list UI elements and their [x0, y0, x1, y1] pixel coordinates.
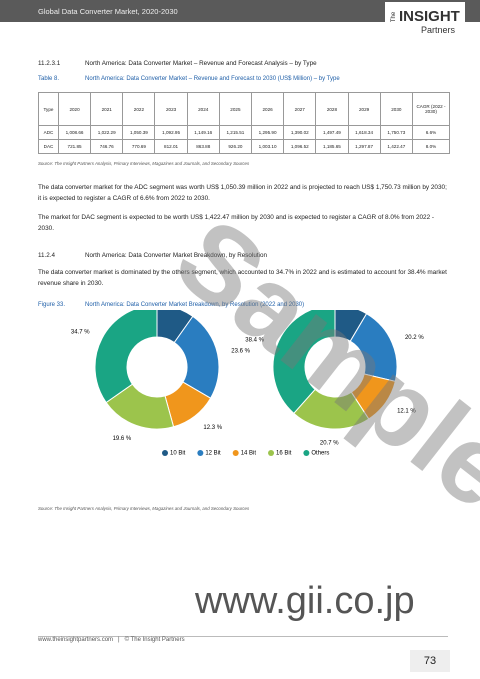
table-cell: 1,618.34	[347, 125, 381, 140]
table-cell: 1,008.66	[57, 125, 92, 140]
donut-slice	[272, 310, 336, 415]
table-cell: 863.88	[186, 139, 220, 154]
header-title: Global Data Converter Market, 2020-2030	[38, 7, 178, 16]
table-cell: 1,497.49	[315, 125, 349, 140]
table-source: Source: The Insight Partners Analysis, P…	[38, 161, 250, 166]
legend-swatch	[268, 450, 275, 456]
header-cell: 2024	[186, 92, 220, 126]
header-row: Type 2020 2021 2022 2023 2024 2025 2026 2027 2028…	[38, 92, 450, 126]
figure: 9.8 %23.6 %12.3 %19.6 %34.7 %8.5 %20.2 %…	[71, 310, 424, 457]
table-cell: 1,149.16	[186, 125, 220, 140]
header-cell: 2026	[250, 92, 285, 126]
header-cell: Type	[38, 92, 59, 126]
slice-label: 20.7 %	[320, 440, 339, 446]
paragraph: The data converter market is dominated b…	[38, 269, 447, 287]
header-cell: 2021	[90, 92, 124, 126]
table-cell: 1,215.51	[218, 125, 253, 140]
header-cell: 2030	[379, 92, 414, 126]
legend-swatch	[232, 450, 239, 456]
footer-text: www.theinsightpartners.com | © The Insig…	[38, 637, 185, 643]
section-number: 11.2.4	[38, 252, 56, 259]
table-cell: 1,092.95	[154, 125, 188, 140]
slice-label: 19.6 %	[113, 436, 132, 442]
table-caption: North America: Data Converter Market – R…	[85, 76, 340, 82]
donut-slice	[94, 310, 158, 404]
table-cell: 1,050.39	[122, 125, 156, 140]
data-table: Type 2020 2021 2022 2023 2024 2025 2026 2027 2028…	[38, 92, 450, 154]
table-cell: 1,390.02	[283, 125, 317, 140]
legend-label: 16 Bit	[276, 451, 292, 457]
header-cell: 2022	[122, 92, 156, 126]
table-cell: 1,096.52	[283, 139, 317, 154]
table-cell: 1,022.29	[90, 125, 124, 140]
section-title: North America: Data Converter Market Bre…	[85, 252, 267, 259]
header-cell: 2027	[283, 92, 317, 126]
legend-swatch	[197, 450, 204, 456]
table-cell: 926.20	[218, 139, 253, 154]
watermark-site: www.gii.co.jp	[195, 580, 415, 622]
slice-label: 12.3 %	[203, 425, 222, 431]
slice-label: 20.2 %	[405, 335, 424, 341]
legend-label: 12 Bit	[205, 451, 221, 457]
table-cell: ADC	[38, 125, 59, 140]
logo-the: The	[391, 11, 398, 23]
table-row: DAC 721.85 746.76 770.69 812.01 863.88 926.20 1…	[38, 139, 450, 154]
table-cell: 6.6%	[412, 125, 450, 140]
table-label: Table 8.	[38, 76, 60, 82]
figure-caption: North America: Data Converter Market Bre…	[85, 302, 305, 308]
table-cell: 812.01	[154, 139, 188, 154]
paragraph: The data converter market for the ADC se…	[38, 184, 447, 202]
table-cell: 8.0%	[412, 139, 450, 154]
table-cell: 721.85	[57, 139, 92, 154]
legend-swatch	[303, 450, 310, 456]
table-cell: 1,295.90	[250, 125, 285, 140]
table-row: ADC 1,008.66 1,022.29 1,050.39 1,092.95 1,149…	[38, 125, 450, 140]
legend-label: 10 Bit	[170, 451, 186, 457]
legend-label: 14 Bit	[241, 451, 257, 457]
table-cell: 1,297.87	[347, 139, 381, 154]
header-cell: CAGR (2022 - 2030)	[412, 92, 450, 126]
section-number: 11.2.3.1	[38, 60, 61, 67]
slice-label: 23.6 %	[231, 348, 250, 354]
legend-swatch	[162, 450, 168, 456]
table-cell: 1,003.10	[250, 139, 285, 154]
figure-source: Source: The Insight Partners Analysis, P…	[38, 506, 250, 511]
header-cell: 2028	[315, 92, 349, 126]
footer-rule	[38, 636, 448, 637]
legend-label: Others	[311, 451, 329, 457]
header-cell: 2020	[57, 92, 92, 126]
page-number: 73	[410, 650, 450, 672]
table-cell: 746.76	[90, 139, 124, 154]
slice-label: 38.4 %	[245, 338, 264, 344]
table-cell: 1,422.47	[379, 139, 414, 154]
paragraph: The market for DAC segment is expected t…	[38, 214, 435, 232]
section-title: North America: Data Converter Market – R…	[85, 60, 317, 67]
header-cell: 2023	[154, 92, 188, 126]
logo-partners: Partners	[421, 25, 456, 35]
slice-label: 12.1 %	[397, 408, 416, 414]
header-bar	[0, 0, 480, 22]
table-cell: 1,750.73	[379, 125, 414, 140]
table-cell: 1,185.65	[315, 139, 349, 154]
table-cell: 770.69	[122, 139, 156, 154]
slice-label: 34.7 %	[71, 329, 90, 335]
donut-slice	[173, 315, 220, 399]
figure-label: Figure 33.	[38, 302, 66, 308]
header-cell: 2025	[218, 92, 253, 126]
logo-insight: INSIGHT	[399, 8, 460, 25]
header-cell: 2029	[347, 92, 381, 126]
table-cell: DAC	[38, 139, 59, 154]
logo: The INSIGHT Partners	[385, 2, 465, 40]
